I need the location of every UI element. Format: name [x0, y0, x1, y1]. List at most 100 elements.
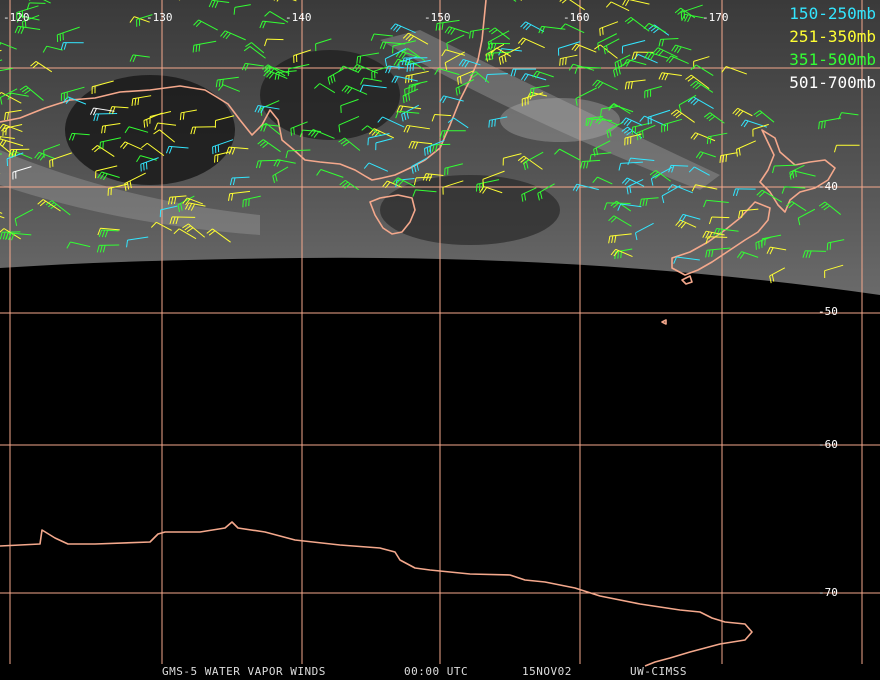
wind-barb [721, 66, 748, 75]
wind-barb [521, 73, 547, 81]
wind-barb [327, 68, 344, 85]
wind-barb [442, 180, 464, 195]
wind-barb [274, 70, 297, 80]
new-zealand-south-coastline [671, 201, 771, 276]
wind-barb [382, 180, 403, 189]
wind-barb [229, 176, 250, 186]
wind-barb [109, 106, 129, 114]
wind-barb [131, 95, 152, 107]
wind-barb [647, 109, 671, 125]
wind-barb [264, 10, 289, 23]
dry-slot [260, 50, 400, 140]
wind-barb [255, 159, 281, 169]
wind-barb [738, 208, 759, 219]
wind-barb [98, 229, 119, 238]
wind-barb [586, 118, 612, 127]
wind-barb [585, 115, 604, 127]
wind-barb [0, 135, 15, 144]
moist-band [500, 98, 620, 142]
wind-barb [91, 80, 114, 95]
wind-barb [624, 79, 646, 90]
wind-barb [285, 149, 311, 159]
map-title: GMS-5 WATER VAPOR WINDS [162, 665, 326, 678]
wind-barb [314, 83, 336, 94]
longitude-label: -170 [702, 11, 729, 24]
wind-barb [603, 38, 620, 55]
wind-barb [652, 47, 678, 58]
wind-barb [675, 219, 697, 229]
wind-barb [153, 129, 176, 143]
wind-barb [395, 110, 420, 119]
wind-barb [316, 168, 344, 178]
wind-barb [228, 190, 251, 201]
wind-barb [713, 228, 739, 237]
wind-barb [624, 16, 650, 32]
wind-barb [129, 16, 150, 23]
wind-barb [469, 71, 490, 84]
wind-barb [95, 165, 118, 179]
wind-barb [826, 239, 845, 251]
wind-barb [695, 151, 716, 159]
wind-barb [16, 15, 40, 23]
wind-barb [614, 248, 633, 260]
wind-barb [361, 125, 382, 136]
longitude-label: -140 [285, 11, 312, 24]
dry-slot [65, 75, 235, 185]
wind-barb [272, 166, 289, 183]
wind-barb [802, 250, 826, 259]
wind-barb [129, 54, 150, 63]
wind-barb [736, 251, 759, 259]
wind-barb [4, 109, 22, 121]
wind-barb [735, 140, 757, 157]
wind-barb [431, 114, 452, 122]
wind-barb [192, 40, 217, 53]
wind-barb [184, 202, 206, 211]
wind-barb [661, 118, 683, 133]
wind-barb [621, 126, 643, 139]
wind-barb [606, 121, 624, 139]
wind-barb [599, 21, 619, 36]
wind-barb [143, 112, 163, 128]
wind-barb [8, 148, 30, 157]
wind-barb [575, 87, 597, 106]
wind-barb [667, 184, 693, 194]
wind-barb [769, 267, 786, 284]
wind-barb [0, 91, 22, 104]
wind-barb [368, 128, 394, 139]
wind-barb [608, 233, 632, 244]
wind-barb [140, 157, 159, 172]
wind-barb [510, 68, 537, 77]
wind-barb [532, 70, 554, 79]
wind-barb [594, 44, 618, 59]
legend-entry-251-350: 251-350mb [789, 27, 876, 46]
wind-barb [150, 221, 172, 231]
wind-barb [290, 121, 308, 136]
wind-barb [732, 188, 756, 197]
island-speck [661, 319, 667, 325]
wind-barb [60, 42, 84, 50]
wind-barb [444, 163, 463, 176]
wind-barb [259, 122, 281, 136]
wind-barb [259, 20, 285, 29]
wind-barb [243, 46, 266, 59]
wind-barb [233, 4, 251, 15]
wind-barbs [0, 0, 860, 284]
latitude-label: -70 [818, 586, 838, 599]
wind-barb [620, 117, 643, 127]
wind-barb [559, 54, 578, 66]
wind-barb [214, 115, 235, 128]
wind-barb [208, 0, 230, 8]
wind-barb [49, 152, 72, 168]
wind-barb [650, 166, 673, 186]
wind-barb [622, 59, 647, 67]
wind-barb [688, 166, 710, 176]
wind-barb [14, 208, 34, 227]
wind-barb [482, 170, 505, 187]
legend-entry-351-500: 351-500mb [789, 50, 876, 69]
wind-barb [614, 54, 631, 70]
wind-barb [490, 47, 512, 57]
wind-barb [401, 48, 426, 62]
wind-barb [119, 141, 143, 151]
wind-barb [485, 51, 511, 61]
wind-barb [487, 42, 511, 51]
